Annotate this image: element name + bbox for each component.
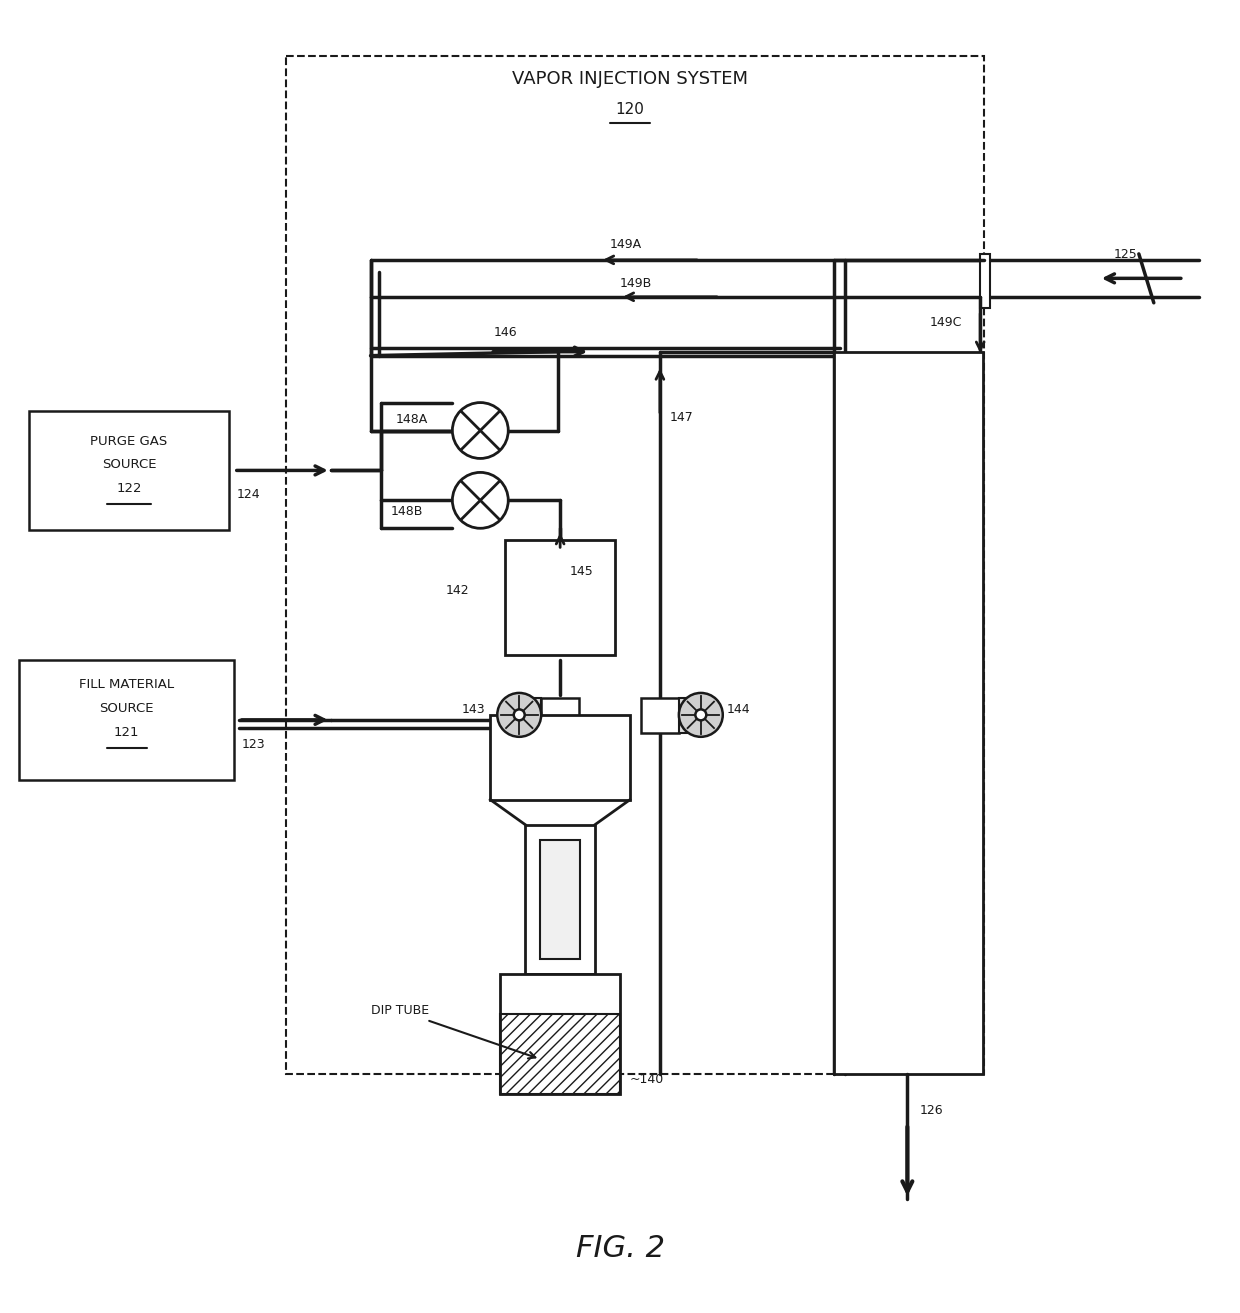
- Text: 149A: 149A: [610, 238, 642, 251]
- Text: SOURCE: SOURCE: [102, 458, 156, 471]
- Text: 149B: 149B: [620, 277, 652, 290]
- Bar: [541, 839, 580, 960]
- Bar: [500, 1014, 620, 1094]
- Circle shape: [678, 693, 723, 737]
- Text: 148B: 148B: [391, 506, 423, 519]
- Bar: [20, 660, 234, 780]
- Circle shape: [696, 709, 707, 721]
- Text: ~140: ~140: [630, 1073, 665, 1086]
- Bar: [490, 714, 630, 800]
- Bar: [678, 699, 687, 733]
- Text: 142: 142: [445, 584, 469, 596]
- Circle shape: [497, 693, 541, 737]
- Circle shape: [453, 403, 508, 458]
- Bar: [980, 253, 991, 307]
- Bar: [541, 699, 579, 733]
- Text: FIG. 2: FIG. 2: [575, 1234, 665, 1263]
- Bar: [533, 699, 541, 733]
- Text: 143: 143: [461, 704, 485, 717]
- Text: 144: 144: [727, 704, 750, 717]
- Text: 148A: 148A: [396, 412, 428, 425]
- Text: DIP TUBE: DIP TUBE: [371, 1004, 536, 1058]
- Text: 145: 145: [570, 565, 594, 578]
- Bar: [505, 540, 615, 655]
- Circle shape: [453, 473, 508, 528]
- Bar: [526, 825, 595, 974]
- Bar: [285, 56, 985, 1074]
- Text: 149C: 149C: [929, 315, 962, 328]
- Text: 146: 146: [494, 326, 517, 339]
- Text: 124: 124: [237, 488, 260, 502]
- Text: FILL MATERIAL: FILL MATERIAL: [79, 678, 174, 691]
- Text: 120: 120: [615, 101, 645, 117]
- Text: VAPOR INJECTION SYSTEM: VAPOR INJECTION SYSTEM: [512, 71, 748, 88]
- Bar: [641, 699, 678, 733]
- Bar: [833, 352, 983, 1074]
- Text: PURGE GAS: PURGE GAS: [91, 436, 167, 449]
- Text: SOURCE: SOURCE: [99, 702, 154, 714]
- Text: 121: 121: [114, 726, 139, 739]
- Circle shape: [513, 709, 525, 721]
- Text: 147: 147: [670, 411, 693, 424]
- Bar: [500, 974, 620, 1094]
- Text: 122: 122: [117, 482, 141, 495]
- Text: 125: 125: [1114, 248, 1137, 261]
- Text: 123: 123: [242, 738, 265, 751]
- Bar: [30, 411, 229, 530]
- Text: 126: 126: [919, 1104, 942, 1117]
